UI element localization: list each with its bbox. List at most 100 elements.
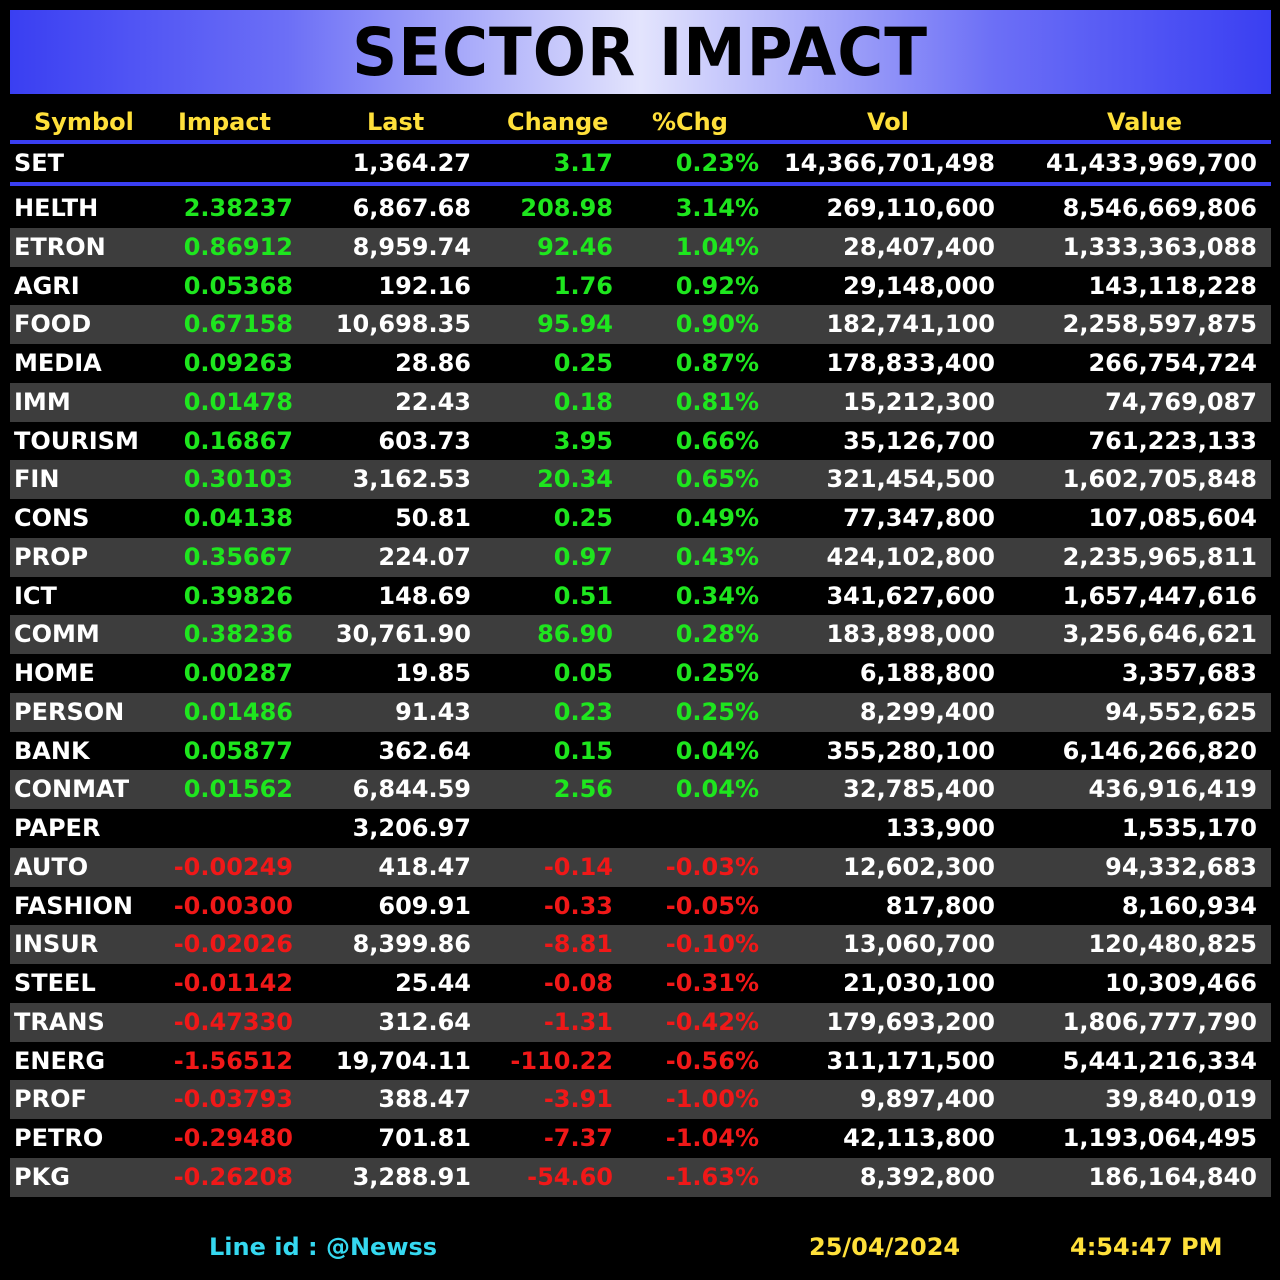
cell-last: 418.47 — [378, 852, 471, 881]
cell-symbol: HOME — [14, 659, 95, 687]
cell-volume: 424,102,800 — [826, 542, 995, 571]
cell-symbol: STEEL — [14, 969, 96, 997]
cell-impact: 0.67158 — [183, 310, 293, 339]
cell-volume: 35,126,700 — [843, 426, 995, 455]
cell-symbol: PROF — [14, 1085, 87, 1114]
table-row: FOOD 0.67158 10,698.35 95.94 0.90% 182,741,10… — [10, 305, 1271, 345]
cell-value: 436,916,419 — [1088, 775, 1257, 804]
table-row: PETRO -0.29480 701.81 -7.37 -1.04% 42,113,800… — [10, 1119, 1271, 1158]
cell-last: 25.44 — [395, 969, 471, 997]
cell-change: 95.94 — [537, 310, 613, 339]
cell-value: 10,309,466 — [1105, 969, 1257, 997]
cell-change: 0.25 — [553, 349, 613, 377]
set-index-row: SET 1,364.27 3.17 0.23% 14,366,701,498 4… — [10, 144, 1271, 183]
cell-volume: 6,188,800 — [859, 659, 995, 687]
cell-impact: 0.39826 — [183, 581, 293, 610]
cell-change: -0.33 — [543, 891, 613, 920]
cell-value: 1,602,705,848 — [1062, 465, 1257, 494]
cell-value: 1,535,170 — [1121, 814, 1257, 842]
cell-symbol: HELTH — [14, 194, 99, 222]
cell-change: -3.91 — [543, 1085, 613, 1114]
cell-last: 362.64 — [378, 736, 471, 765]
cell-last: 6,844.59 — [352, 775, 471, 804]
cell-symbol: ICT — [14, 581, 57, 610]
table-row: FIN 0.30103 3,162.53 20.34 0.65% 321,454,500 1… — [10, 460, 1271, 500]
cell-value: 761,223,133 — [1088, 426, 1257, 455]
cell-symbol: INSUR — [14, 930, 99, 959]
cell-value: 143,118,228 — [1088, 271, 1257, 300]
cell-impact: 0.01478 — [183, 387, 293, 416]
cell-value: 107,085,604 — [1088, 504, 1257, 532]
table-row: BANK 0.05877 362.64 0.15 0.04% 355,280,100 6,1… — [10, 732, 1271, 771]
cell-value: 2,235,965,811 — [1062, 542, 1257, 571]
cell-change: 86.90 — [537, 620, 613, 649]
cell-value: 3,357,683 — [1121, 659, 1257, 687]
cell-value: 94,332,683 — [1105, 852, 1257, 881]
cell-pct-change: -0.42% — [665, 1007, 759, 1036]
cell-last: 50.81 — [395, 504, 471, 532]
cell-impact: -0.00249 — [173, 852, 293, 881]
cell-impact: 0.05368 — [183, 271, 293, 300]
cell-change: 0.05 — [553, 659, 613, 687]
cell-change: 0.15 — [553, 736, 613, 765]
column-header-volume: Vol — [867, 108, 909, 136]
cell-impact: 0.09263 — [183, 349, 293, 377]
cell-change: 3.95 — [553, 426, 613, 455]
cell-impact: -0.03793 — [173, 1085, 293, 1114]
table-row: HELTH 2.38237 6,867.68 208.98 3.14% 269,110,6… — [10, 189, 1271, 228]
cell-symbol: FOOD — [14, 310, 92, 339]
cell-impact: 0.38236 — [183, 620, 293, 649]
column-header-value: Value — [1107, 108, 1183, 136]
cell-value: 1,657,447,616 — [1062, 581, 1257, 610]
table-row: PKG -0.26208 3,288.91 -54.60 -1.63% 8,392,800… — [10, 1157, 1271, 1197]
cell-change: -0.14 — [543, 852, 613, 881]
cell-pct-change: 1.04% — [675, 232, 759, 261]
cell-impact: -0.01142 — [173, 969, 293, 997]
cell-pct-change: 0.34% — [675, 581, 759, 610]
cell-last: 22.43 — [395, 387, 471, 416]
cell-impact: -0.00300 — [173, 891, 293, 920]
table-row: IMM 0.01478 22.43 0.18 0.81% 15,212,300 74,769… — [10, 382, 1271, 422]
set-symbol: SET — [14, 149, 65, 177]
cell-change: -8.81 — [543, 930, 613, 959]
cell-pct-change: 0.25% — [675, 659, 759, 687]
cell-impact: 0.01486 — [183, 697, 293, 726]
cell-change: 1.76 — [553, 271, 613, 300]
column-header-pct-change: %Chg — [652, 108, 728, 136]
cell-change: 0.23 — [553, 697, 613, 726]
set-volume: 14,366,701,498 — [783, 149, 995, 177]
cell-pct-change: -1.63% — [665, 1162, 759, 1191]
cell-volume: 29,148,000 — [843, 271, 995, 300]
cell-value: 5,441,216,334 — [1062, 1046, 1257, 1075]
cell-change: -54.60 — [527, 1162, 613, 1191]
cell-pct-change: 0.04% — [675, 736, 759, 765]
table-row: FASHION -0.00300 609.91 -0.33 -0.05% 817,800 8… — [10, 887, 1271, 926]
cell-last: 10,698.35 — [335, 310, 471, 339]
cell-impact: 0.00287 — [183, 659, 293, 687]
cell-symbol: TRANS — [14, 1007, 105, 1036]
page-title: SECTOR IMPACT — [352, 13, 929, 91]
cell-pct-change: -0.31% — [665, 969, 759, 997]
set-last: 1,364.27 — [352, 149, 471, 177]
cell-change: 92.46 — [537, 232, 613, 261]
cell-volume: 8,392,800 — [859, 1162, 995, 1191]
cell-change: 2.56 — [553, 775, 613, 804]
column-header-symbol: Symbol — [34, 108, 134, 136]
cell-impact: 0.05877 — [183, 736, 293, 765]
cell-symbol: IMM — [14, 387, 71, 416]
footer-date: 25/04/2024 — [809, 1233, 961, 1261]
cell-volume: 355,280,100 — [826, 736, 995, 765]
cell-pct-change: -0.56% — [665, 1046, 759, 1075]
cell-last: 148.69 — [378, 581, 471, 610]
cell-volume: 12,602,300 — [843, 852, 995, 881]
cell-last: 19,704.11 — [335, 1046, 471, 1075]
cell-symbol: ETRON — [14, 232, 106, 261]
cell-last: 609.91 — [378, 891, 471, 920]
cell-last: 8,399.86 — [352, 930, 471, 959]
cell-last: 3,288.91 — [352, 1162, 471, 1191]
cell-volume: 13,060,700 — [843, 930, 995, 959]
cell-value: 1,193,064,495 — [1062, 1124, 1257, 1152]
cell-value: 3,256,646,621 — [1062, 620, 1257, 649]
cell-last: 8,959.74 — [352, 232, 471, 261]
table-row: STEEL -0.01142 25.44 -0.08 -0.31% 21,030,100 1… — [10, 964, 1271, 1003]
